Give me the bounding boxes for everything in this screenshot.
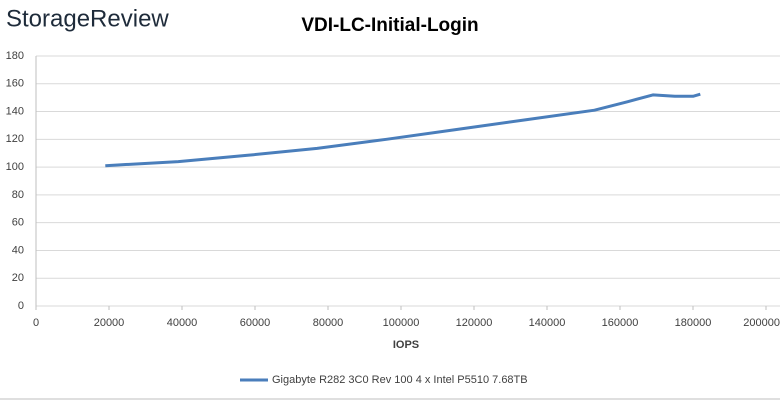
y-tick-label: 160 xyxy=(6,78,24,90)
x-tick-label: 0 xyxy=(33,317,39,329)
x-tick-label: 20000 xyxy=(94,317,125,329)
y-tick-label: 80 xyxy=(12,189,24,201)
y-tick-label: 60 xyxy=(12,217,24,229)
x-tick-label: 120000 xyxy=(456,317,493,329)
x-tick-label: 40000 xyxy=(167,317,198,329)
chart-title: VDI-LC-Initial-Login xyxy=(301,15,478,36)
y-tick-label: 0 xyxy=(18,300,24,312)
x-tick-label: 140000 xyxy=(529,317,566,329)
legend-label: Gigabyte R282 3C0 Rev 100 4 x Intel P551… xyxy=(272,374,528,386)
x-tick-label: 160000 xyxy=(602,317,639,329)
x-tick-label: 60000 xyxy=(240,317,271,329)
y-tick-label: 180 xyxy=(6,50,24,62)
y-tick-label: 140 xyxy=(6,105,24,117)
y-tick-label: 20 xyxy=(12,272,24,284)
x-tick-label: 100000 xyxy=(383,317,420,329)
x-tick-label: 200000 xyxy=(743,317,780,329)
x-tick-label: 180000 xyxy=(675,317,712,329)
data-line xyxy=(105,92,701,168)
y-tick-label: 120 xyxy=(6,133,24,145)
y-tick-label: 100 xyxy=(6,161,24,173)
y-tick-label: 40 xyxy=(12,244,24,256)
brand-logo: StorageReview xyxy=(6,5,169,32)
x-axis-label: IOPS xyxy=(393,339,419,351)
x-tick-label: 80000 xyxy=(313,317,344,329)
